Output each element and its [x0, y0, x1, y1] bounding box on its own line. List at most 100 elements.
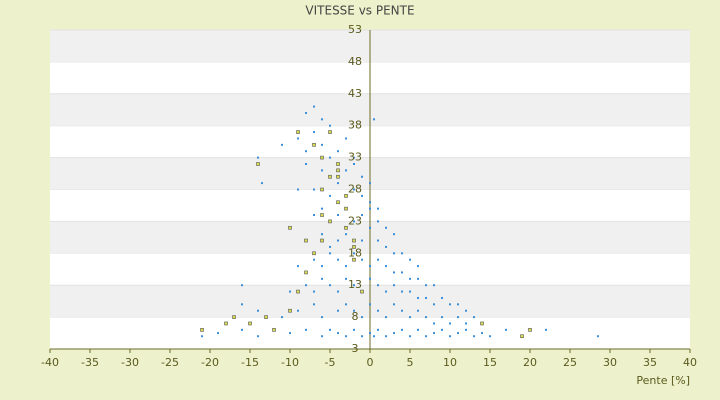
point	[481, 332, 483, 335]
x-tick-label: 25	[563, 356, 577, 369]
point	[337, 332, 339, 335]
point	[248, 321, 252, 326]
point	[449, 322, 451, 325]
point	[409, 277, 411, 280]
point	[545, 328, 547, 331]
point	[200, 328, 204, 332]
point	[433, 284, 435, 287]
point	[385, 316, 387, 319]
y-tick-label: 38	[348, 119, 362, 132]
point	[401, 252, 403, 255]
point	[281, 316, 283, 319]
point	[352, 238, 356, 243]
point	[320, 187, 324, 192]
point	[329, 328, 331, 331]
y-tick-label: 18	[348, 246, 362, 259]
point	[337, 290, 339, 293]
point	[337, 182, 339, 185]
point	[369, 182, 371, 185]
point	[417, 265, 419, 268]
point	[320, 213, 324, 217]
point	[353, 328, 355, 331]
x-tick-label: -10	[281, 356, 299, 369]
point	[417, 296, 419, 299]
point	[312, 251, 316, 256]
point	[241, 284, 243, 287]
point	[337, 258, 339, 261]
point	[369, 201, 371, 204]
point	[329, 194, 331, 197]
point	[352, 245, 356, 249]
point	[373, 335, 375, 338]
point	[520, 334, 524, 339]
point	[425, 335, 427, 338]
point	[344, 194, 348, 198]
point	[312, 143, 316, 147]
point	[473, 335, 475, 338]
point	[393, 303, 395, 306]
point	[313, 188, 315, 191]
point	[480, 321, 484, 326]
point	[361, 194, 363, 197]
y-tick-label: 8	[352, 310, 359, 323]
chart-title: VITESSE vs PENTE	[305, 4, 414, 18]
point	[320, 238, 324, 243]
point	[321, 207, 323, 210]
x-tick-label: 5	[407, 356, 414, 369]
point	[336, 168, 340, 173]
point	[393, 252, 395, 255]
point	[336, 162, 340, 166]
point	[264, 315, 268, 319]
point	[353, 220, 355, 223]
x-tick-label: -35	[81, 356, 99, 369]
point	[377, 239, 379, 242]
point	[256, 162, 260, 166]
point	[345, 335, 347, 338]
point	[337, 309, 339, 312]
y-tick-label: 23	[348, 214, 362, 227]
x-tick-label: 30	[603, 356, 617, 369]
point	[305, 284, 307, 287]
point	[373, 118, 375, 121]
point	[360, 289, 364, 294]
point	[401, 309, 403, 312]
point	[377, 309, 379, 312]
point	[305, 162, 307, 165]
point	[321, 335, 323, 338]
point	[345, 277, 347, 280]
x-tick-label: -30	[121, 356, 139, 369]
point	[393, 284, 395, 287]
point	[352, 257, 356, 262]
point	[305, 328, 307, 331]
y-tick-label: 48	[348, 55, 362, 68]
point	[597, 335, 599, 338]
point	[377, 328, 379, 331]
x-tick-label: 0	[367, 356, 374, 369]
point	[328, 130, 332, 134]
point	[361, 335, 363, 338]
point	[289, 332, 291, 335]
point	[329, 245, 331, 248]
point	[321, 265, 323, 268]
point	[344, 225, 348, 230]
point	[385, 265, 387, 268]
point	[313, 105, 315, 108]
point	[313, 131, 315, 134]
point	[345, 137, 347, 140]
point	[344, 206, 348, 211]
point	[257, 156, 259, 159]
point	[377, 284, 379, 287]
y-tick-label: 43	[348, 87, 362, 100]
x-tick-label: 15	[483, 356, 497, 369]
x-tick-label: -5	[325, 356, 336, 369]
x-tick-label: 10	[443, 356, 457, 369]
point	[353, 156, 355, 159]
point	[313, 290, 315, 293]
point	[296, 130, 300, 134]
point	[297, 137, 299, 140]
point	[321, 233, 323, 236]
point	[465, 322, 467, 325]
point	[329, 252, 331, 255]
point	[304, 238, 308, 243]
point	[353, 188, 355, 191]
